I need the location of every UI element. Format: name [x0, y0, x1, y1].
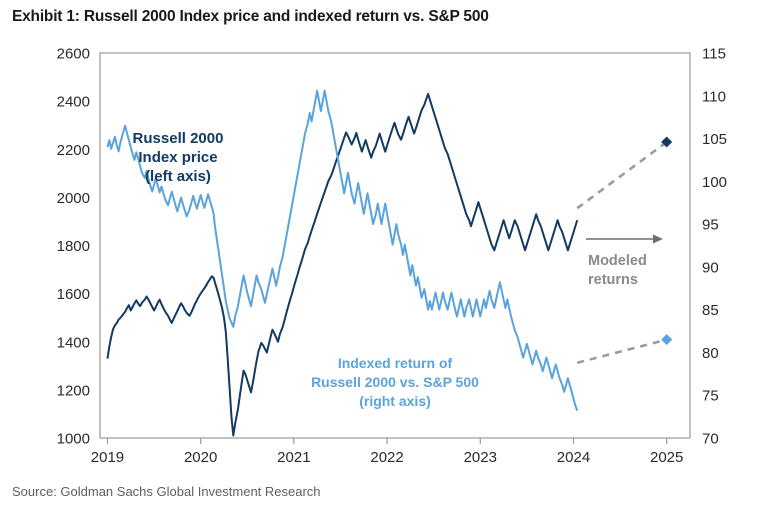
right-axis-tick-label: 95	[702, 217, 719, 234]
annotation-modeled-returns: Modeled	[588, 253, 647, 269]
annotation-indexed-return: Russell 2000 vs. S&P 500	[311, 374, 479, 390]
left-axis-tick-label: 1600	[57, 286, 90, 303]
left-axis-tick-label: 1200	[57, 382, 90, 399]
annotation-russell-price: (left axis)	[145, 168, 211, 185]
left-axis-tick-label: 1800	[57, 238, 90, 255]
projection-endpoint-marker	[661, 136, 673, 148]
right-axis-tick-label: 90	[702, 259, 719, 276]
series-line	[576, 338, 668, 364]
right-axis-tick-label: 100	[702, 174, 727, 191]
series-line	[106, 89, 579, 411]
source-note: Source: Goldman Sachs Global Investment …	[12, 484, 321, 499]
left-axis-tick-label: 2000	[57, 190, 90, 207]
x-axis-tick-label: 2020	[184, 449, 217, 466]
russell-2000-line-chart: 1000 1200 1400 1600 1800 2000 2200 2400 2600 70 75…	[57, 46, 727, 467]
right-axis-tick-label: 85	[702, 302, 719, 319]
annotation-russell-price: Index price	[138, 149, 217, 166]
x-axis-tick-label: 2019	[91, 449, 124, 466]
series-line	[576, 140, 668, 210]
x-axis-tick-label: 2023	[464, 449, 497, 466]
annotation-indexed-return: Indexed return of	[338, 355, 453, 371]
x-axis-tick-label: 2022	[370, 449, 403, 466]
page-title: Exhibit 1: Russell 2000 Index price and …	[12, 8, 489, 25]
plot-area-border	[99, 52, 691, 439]
right-axis-tick-label: 105	[702, 131, 727, 148]
projection-endpoint-marker	[661, 334, 673, 346]
right-axis-tick-label: 115	[702, 46, 726, 63]
annotation-russell-price: Russell 2000	[133, 130, 224, 147]
right-axis-tick-label: 110	[702, 88, 726, 105]
left-axis-tick-label: 1400	[57, 334, 90, 351]
right-axis-tick-label: 80	[702, 345, 719, 362]
left-axis-tick-label: 1000	[57, 431, 90, 448]
right-axis-tick-label: 75	[702, 388, 719, 405]
chart-plot-container: 1000 1200 1400 1600 1800 2000 2200 2400 2600 70 75…	[0, 45, 758, 475]
left-axis-tick-label: 2200	[57, 142, 90, 159]
annotation-indexed-return: (right axis)	[359, 393, 431, 409]
left-axis-tick-label: 2600	[57, 46, 90, 63]
x-axis-tick-label: 2025	[650, 449, 683, 466]
x-axis-tick-label: 2021	[277, 449, 310, 466]
right-axis-tick-label: 70	[702, 431, 719, 448]
x-axis-tick-label: 2024	[557, 449, 590, 466]
left-axis-tick-label: 2400	[57, 94, 90, 111]
annotation-modeled-returns: returns	[588, 272, 638, 288]
modeled-returns-arrow-head	[653, 234, 663, 244]
series-line	[106, 92, 579, 437]
